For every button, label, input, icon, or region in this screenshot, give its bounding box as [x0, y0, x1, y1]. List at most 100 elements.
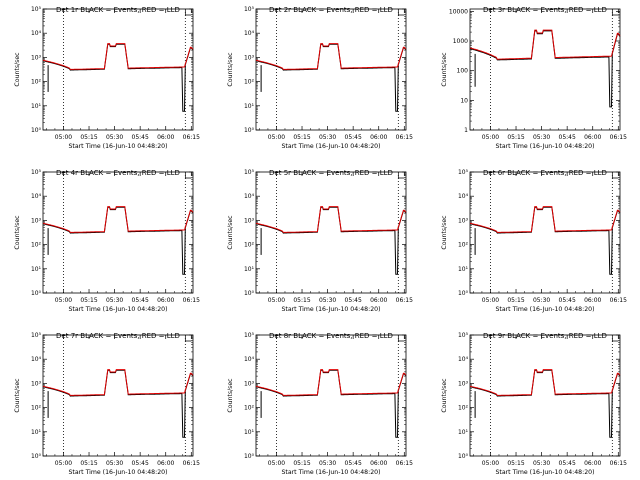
y-tick-label: 10⁵	[31, 6, 42, 13]
x-tick-label: 05:30	[533, 297, 550, 304]
x-tick-label: 05:15	[293, 297, 310, 304]
chart-title: Det 3r BLACK = Events, RED = LLD	[483, 6, 607, 14]
y-axis-label: Counts/sec	[14, 378, 21, 413]
x-tick-label: 06:00	[584, 297, 601, 304]
x-axis-label: Start Time (16-Jun-10 04:48:20)	[68, 306, 167, 313]
y-tick-label: 10⁴	[244, 30, 255, 37]
x-tick-label: 05:15	[80, 134, 97, 141]
y-axis-label: Counts/sec	[441, 378, 448, 413]
x-tick-label: 05:00	[482, 460, 499, 467]
y-tick-label: 10²	[244, 79, 255, 86]
series-line-events	[42, 43, 194, 112]
chart-panel: Det 5r BLACK = Events, RED = LLD Counts/s…	[227, 169, 413, 313]
x-tick-label: 06:15	[396, 460, 413, 467]
y-axis-label: Counts/sec	[227, 215, 234, 250]
x-tick-label: 05:15	[80, 460, 97, 467]
y-tick-label: 10²	[31, 405, 42, 412]
x-tick-label: 06:00	[157, 460, 174, 467]
y-tick-label: 10⁴	[31, 30, 42, 37]
chart-panel: Det 4r BLACK = Events, RED = LLD Counts/s…	[14, 169, 200, 313]
y-tick-label: 10⁰	[458, 453, 469, 460]
y-tick-label: 10⁴	[31, 356, 42, 363]
series-line-lld	[469, 206, 621, 233]
y-axis-label: Counts/sec	[441, 215, 448, 250]
y-axis-label: Counts/sec	[227, 52, 234, 87]
y-tick-label: 10¹	[31, 429, 42, 436]
x-tick-label: 05:45	[559, 297, 576, 304]
series-line-events	[255, 43, 407, 112]
x-axis-label: Start Time (16-Jun-10 04:48:20)	[281, 143, 380, 150]
y-tick-label: 10³	[31, 54, 42, 61]
series-line-lld	[255, 43, 407, 70]
x-tick-label: 06:15	[183, 460, 200, 467]
x-tick-label: 05:00	[55, 134, 72, 141]
x-tick-label: 05:00	[55, 460, 72, 467]
y-tick-label: 10⁰	[244, 453, 255, 460]
range-marker	[397, 10, 405, 16]
chart-title: Det 8r BLACK = Events, RED = LLD	[269, 332, 393, 340]
y-tick-label: 1	[464, 127, 468, 134]
range-marker	[397, 336, 405, 342]
x-tick-label: 05:45	[132, 134, 149, 141]
y-axis-label: Counts/sec	[14, 52, 21, 87]
y-tick-label: 10⁵	[458, 169, 469, 176]
x-axis-label: Start Time (16-Jun-10 04:48:20)	[495, 143, 594, 150]
plot-frame	[469, 8, 621, 131]
x-tick-label: 05:45	[559, 134, 576, 141]
plot-frame	[255, 334, 407, 457]
range-marker	[184, 173, 192, 179]
x-tick-label: 06:15	[396, 297, 413, 304]
series-line-lld	[469, 369, 621, 396]
x-tick-label: 05:45	[345, 134, 362, 141]
range-marker	[184, 10, 192, 16]
series-line-events	[469, 369, 621, 438]
series-line-lld	[469, 29, 621, 60]
x-tick-label: 05:30	[319, 134, 336, 141]
y-tick-label: 10⁵	[244, 169, 255, 176]
y-tick-label: 10²	[458, 405, 469, 412]
y-tick-label: 10⁵	[458, 332, 469, 339]
y-tick-label: 10¹	[31, 103, 42, 110]
plot-frame	[42, 171, 194, 294]
y-tick-label: 10¹	[458, 429, 469, 436]
y-tick-label: 10⁴	[458, 193, 469, 200]
x-tick-label: 05:45	[345, 297, 362, 304]
x-tick-label: 05:00	[55, 297, 72, 304]
range-marker	[611, 173, 619, 179]
plot-frame	[42, 334, 194, 457]
y-tick-label: 10³	[458, 217, 469, 224]
x-tick-label: 05:30	[106, 460, 123, 467]
chart-title: Det 9r BLACK = Events, RED = LLD	[483, 332, 607, 340]
x-tick-label: 05:00	[482, 134, 499, 141]
y-axis-label: Counts/sec	[441, 52, 448, 87]
y-tick-label: 1000	[453, 38, 468, 45]
chart-title: Det 7r BLACK = Events, RED = LLD	[56, 332, 180, 340]
chart-panel: Det 3r BLACK = Events, RED = LLD Counts/s…	[441, 6, 627, 150]
x-tick-label: 06:15	[183, 297, 200, 304]
series-line-events	[255, 369, 407, 438]
plot-frame	[255, 8, 407, 131]
x-axis-label: Start Time (16-Jun-10 04:48:20)	[495, 469, 594, 476]
series-line-events	[469, 30, 621, 108]
x-tick-label: 05:30	[106, 134, 123, 141]
x-axis-label: Start Time (16-Jun-10 04:48:20)	[68, 143, 167, 150]
chart-panel: Det 6r BLACK = Events, RED = LLD Counts/s…	[441, 169, 627, 313]
x-tick-label: 05:15	[507, 297, 524, 304]
y-tick-label: 10⁵	[31, 332, 42, 339]
y-tick-label: 10¹	[244, 103, 255, 110]
y-tick-label: 10⁴	[244, 193, 255, 200]
y-tick-label: 10⁰	[244, 127, 255, 134]
y-axis-label: Counts/sec	[227, 378, 234, 413]
x-tick-label: 06:15	[396, 134, 413, 141]
x-tick-label: 06:00	[157, 134, 174, 141]
x-tick-label: 05:30	[319, 297, 336, 304]
y-tick-label: 10¹	[31, 266, 42, 273]
y-tick-label: 10³	[244, 54, 255, 61]
chart-title: Det 5r BLACK = Events, RED = LLD	[269, 169, 393, 177]
range-marker	[184, 336, 192, 342]
y-tick-label: 10⁵	[244, 6, 255, 13]
x-tick-label: 06:15	[610, 134, 627, 141]
y-tick-label: 10²	[244, 242, 255, 249]
x-axis-label: Start Time (16-Jun-10 04:48:20)	[281, 469, 380, 476]
